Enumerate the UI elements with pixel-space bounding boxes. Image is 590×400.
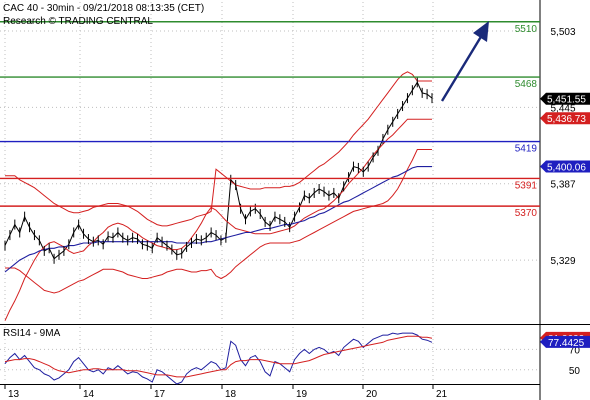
time-tick-label: 14: [83, 389, 95, 400]
value-tag-box: [540, 92, 590, 105]
rsi-value-tag: 77.4425: [540, 335, 590, 349]
time-tick-label: 13: [8, 389, 20, 400]
value-tag-label: 5,400.06: [547, 163, 586, 174]
bollinger-mid: [4, 118, 432, 321]
forecast-arrow-group: [440, 21, 489, 102]
time-tick-label: 20: [366, 389, 378, 400]
forecast-arrow-head: [473, 21, 489, 42]
rsi-ma-line: [4, 335, 433, 378]
rsi-value-tag-box: [540, 335, 590, 348]
chart-title: CAC 40 - 30min - 09/21/2018 08:13:35 (CE…: [3, 3, 204, 14]
level-label: 5370: [515, 208, 538, 219]
rsi-label: RSI14 - 9MA: [3, 328, 61, 339]
value-tag-box: [540, 112, 590, 125]
level-label: 5468: [515, 79, 538, 90]
level-lines-group: 5510 5468 5419 5391 5370: [0, 21, 540, 219]
time-tick-label: 17: [154, 389, 166, 400]
rsi-tick-label: 50: [569, 366, 581, 377]
axis-labels-group: 5,503 5,445 5,387 5,329 70 50 13 14 17 18 19 20 21: [4, 27, 581, 400]
price-tick-label: 5,387: [550, 180, 575, 191]
value-tag: 5,451.55: [540, 92, 590, 106]
value-tag-label: 5,436.73: [547, 114, 586, 125]
time-tick-label: 21: [436, 389, 448, 400]
level-label: 5419: [515, 144, 538, 155]
price-grid: [0, 2, 540, 322]
rsi-grid: [0, 327, 540, 382]
value-tag-box: [540, 160, 590, 173]
price-tick-label: 5,503: [550, 27, 575, 38]
rsi-tick-label: 70: [569, 345, 581, 356]
bollinger-lower: [5, 149, 432, 294]
level-label: 5391: [515, 180, 538, 191]
rsi-value-tag-label: 77.4425: [548, 338, 585, 349]
rsi-line: [4, 332, 433, 385]
forecast-arrow-shaft: [440, 34, 484, 102]
value-tag: 5,400.06: [540, 160, 590, 174]
time-tick-label: 19: [296, 389, 308, 400]
value-tag: 5,436.73: [540, 112, 590, 125]
value-tag-label: 5,451.55: [547, 95, 586, 106]
price-series-group: [4, 71, 433, 321]
rsi-series-group: [4, 332, 433, 385]
time-tick-label: 18: [225, 389, 237, 400]
price-tick-label: 5,329: [550, 256, 575, 267]
price-tick-label: 5,445: [550, 103, 575, 114]
chart-subtitle: Research © TRADING CENTRAL: [3, 16, 153, 27]
bollinger-upper: [5, 71, 432, 227]
level-label: 5510: [515, 24, 538, 35]
moving-average-line: [4, 166, 432, 273]
value-tags-group: 5,451.555,436.735,400.0681.262277.4425: [540, 92, 590, 349]
